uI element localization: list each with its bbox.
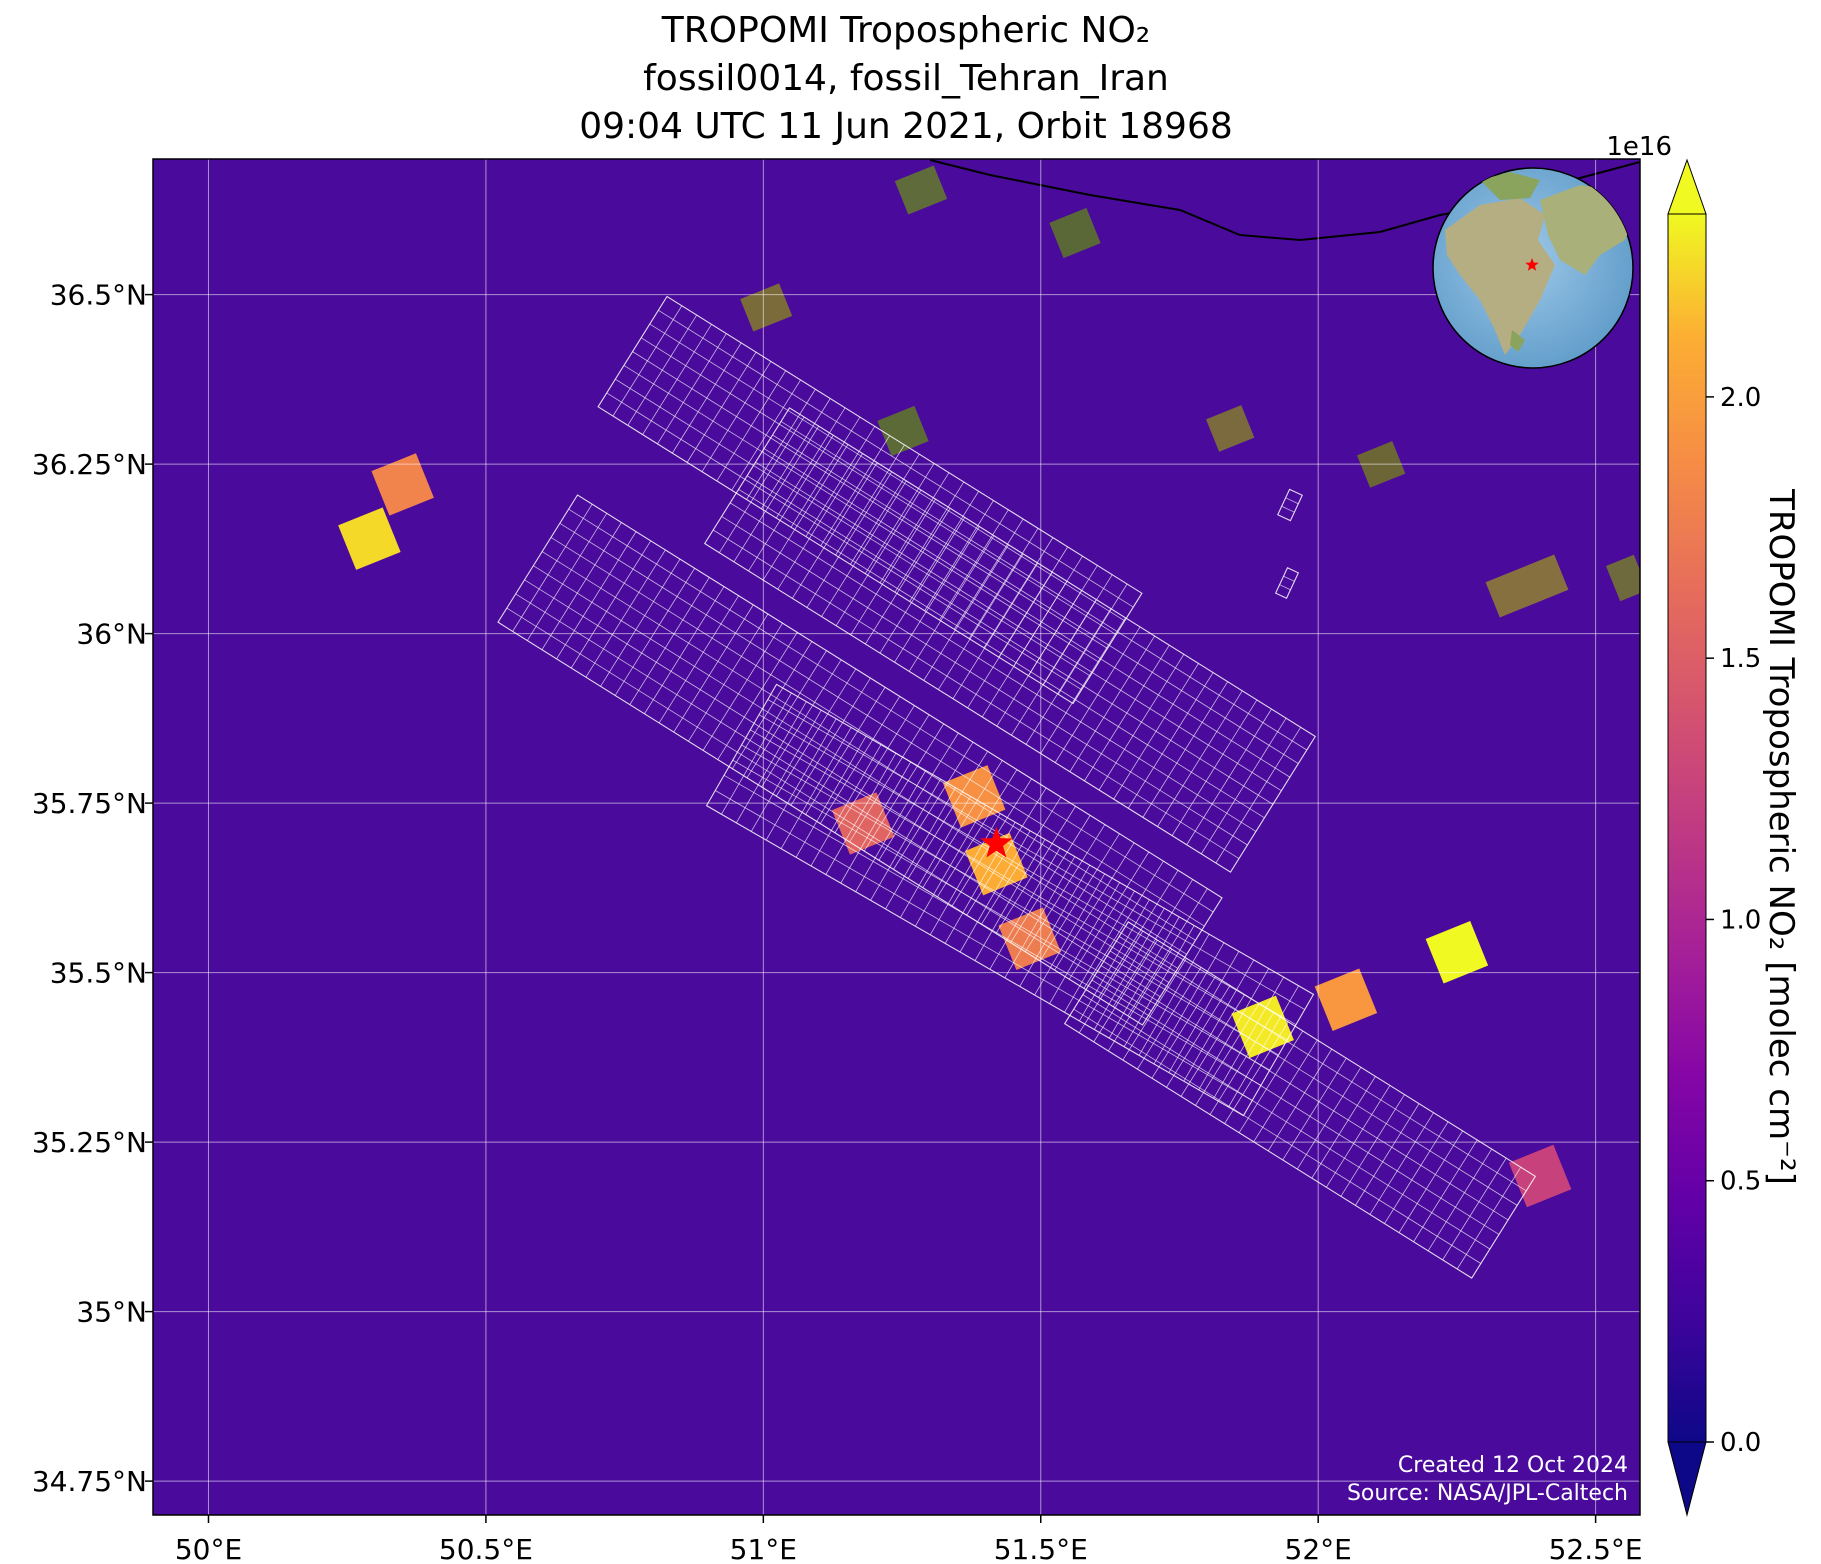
- title: TROPOMI Tropospheric NO₂ fossil0014, fos…: [579, 10, 1233, 147]
- emission-plume-mesh: [497, 295, 1537, 1279]
- satellite-image-patches: [740, 165, 1640, 618]
- colorbar-tick-label: 1.0: [1720, 905, 1761, 935]
- y-tick-label: 35.5°N: [50, 957, 147, 990]
- globe-inset: [1432, 167, 1634, 369]
- x-tick-label: 50.5°E: [439, 1533, 533, 1564]
- y-tick-label: 35.25°N: [32, 1126, 147, 1159]
- colorbar-body: [1667, 213, 1707, 1443]
- colorbar-tick-label: 0.5: [1720, 1167, 1761, 1197]
- colorbar-extend-top: [1667, 158, 1707, 215]
- no2-hotspot-cell: [831, 792, 895, 855]
- no2-hotspot-cell: [1508, 1144, 1572, 1208]
- colorbar-ticks: 0.0 0.5 1.0 1.5 2.0: [1706, 383, 1761, 1458]
- colorbar: 0.0 0.5 1.0 1.5 2.0 1e16 TROPOMI Tropospheri…: [1606, 132, 1801, 1517]
- colorbar-tick-label: 0.0: [1720, 1428, 1761, 1458]
- x-tick-label: 51.5°E: [994, 1533, 1088, 1564]
- map-background: [153, 159, 1640, 1515]
- plume-mesh-block: [703, 407, 1317, 873]
- no2-hotspot-cell: [371, 453, 434, 516]
- globe-land: [1445, 172, 1633, 355]
- y-tick-label: 36.5°N: [50, 279, 147, 312]
- title-line-2: fossil0014, fossil_Tehran_Iran: [643, 58, 1169, 99]
- no2-hotspot-cell: [338, 507, 401, 570]
- no2-hotspot-cell: [998, 907, 1061, 970]
- source-label: Source: NASA/JPL-Caltech: [1347, 1481, 1628, 1506]
- x-tick-label: 52°E: [1285, 1533, 1352, 1564]
- graticule: [153, 159, 1640, 1515]
- title-line-1: TROPOMI Tropospheric NO₂: [661, 10, 1150, 51]
- no2-hotspot-cell: [1314, 968, 1378, 1031]
- y-tick-label: 35.75°N: [32, 787, 147, 820]
- colorbar-tick-label: 1.5: [1720, 644, 1761, 674]
- no2-hotspot-cell: [1425, 921, 1489, 984]
- colorbar-extend-bottom: [1667, 1441, 1707, 1517]
- y-tick-label: 36.25°N: [32, 448, 147, 481]
- no2-hotspots: [338, 453, 1572, 1208]
- y-axis-ticks: 34.75°N 35°N 35.25°N 35.5°N 35.75°N 36°N 36.25…: [32, 279, 153, 1498]
- colorbar-label: TROPOMI Tropospheric NO₂ [molec cm⁻²]: [1761, 488, 1801, 1185]
- title-line-3: 09:04 UTC 11 Jun 2021, Orbit 18968: [579, 106, 1233, 147]
- globe-target-star: [1525, 258, 1539, 271]
- target-star-marker: [980, 826, 1013, 858]
- plume-mesh-block: [1274, 567, 1300, 599]
- x-axis-ticks: 50°E 50.5°E 51°E 51.5°E 52°E 52.5°E: [175, 1515, 1643, 1564]
- plume-mesh-block: [597, 295, 1143, 705]
- y-tick-label: 34.75°N: [32, 1465, 147, 1498]
- map-frame: [152, 158, 1641, 1516]
- no2-hotspot-cell: [965, 832, 1028, 896]
- x-tick-label: 52.5°E: [1549, 1533, 1643, 1564]
- colorbar-tick-label: 2.0: [1720, 383, 1761, 413]
- colorbar-exponent: 1e16: [1606, 132, 1672, 162]
- map-panel: Created 12 Oct 2024 Source: NASA/JPL-Cal…: [153, 159, 1640, 1515]
- y-tick-label: 36°N: [76, 618, 147, 651]
- plume-mesh-block: [1277, 488, 1303, 522]
- no2-hotspot-cell: [1231, 995, 1294, 1059]
- x-tick-label: 51°E: [730, 1533, 797, 1564]
- created-date-label: Created 12 Oct 2024: [1398, 1453, 1628, 1478]
- y-tick-label: 35°N: [76, 1296, 147, 1329]
- x-tick-label: 50°E: [175, 1533, 242, 1564]
- plume-mesh-block: [1063, 921, 1537, 1279]
